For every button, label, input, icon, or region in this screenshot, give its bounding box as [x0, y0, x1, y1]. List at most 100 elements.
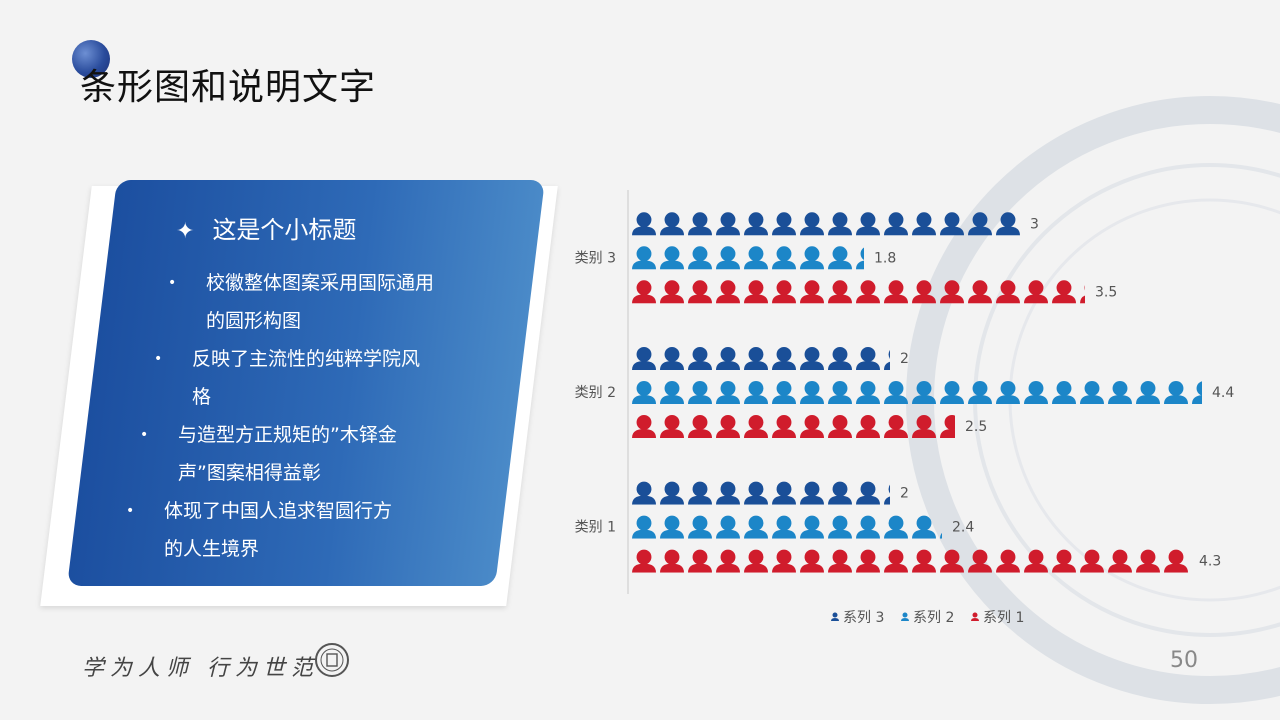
person-icon: [1108, 549, 1132, 573]
person-icon: [856, 212, 880, 236]
person-icon: [632, 212, 656, 236]
category-label: 类别 1: [575, 520, 616, 536]
person-icon: [968, 212, 992, 236]
person-icon: [688, 515, 712, 539]
person-icon: [688, 380, 712, 404]
person-icon: [800, 414, 824, 438]
person-icon: [744, 481, 768, 505]
person-icon: [660, 414, 684, 438]
person-icon: [716, 481, 740, 505]
person-icon: [856, 481, 880, 505]
person-icon: [716, 346, 740, 370]
legend-entry: 系列 1: [983, 610, 1024, 626]
person-icon: [856, 280, 880, 304]
bullet-line: 的人生境界: [164, 538, 260, 560]
person-icon: [940, 414, 955, 438]
person-icon: [660, 515, 684, 539]
person-icon: [856, 380, 880, 404]
person-icon: [772, 481, 796, 505]
person-icon: [660, 346, 684, 370]
person-icon: [744, 212, 768, 236]
person-icon: [912, 280, 936, 304]
person-icon: [632, 549, 656, 573]
footer-motto: 学为人师 行为世范: [82, 656, 319, 681]
data-label: 2: [900, 351, 909, 367]
person-icon: [632, 280, 656, 304]
bullet-line: 格: [192, 386, 212, 408]
person-icon: [940, 280, 964, 304]
person-icon: [744, 380, 768, 404]
person-icon: [772, 414, 796, 438]
person-icon: [744, 515, 768, 539]
person-icon: [688, 246, 712, 270]
person-icon: [716, 414, 740, 438]
person-icon: [632, 380, 656, 404]
person-icon: [772, 280, 796, 304]
data-label: 4.3: [1199, 554, 1221, 570]
person-icon: [1052, 380, 1076, 404]
data-bar: [632, 212, 1020, 236]
legend-person-icon: [831, 612, 839, 621]
person-icon: [912, 482, 936, 505]
person-icon: [996, 549, 1020, 573]
data-label: 2: [900, 486, 909, 502]
person-icon: [1052, 549, 1076, 573]
data-label: 4.4: [1212, 385, 1234, 401]
bullet-line: 的圆形构图: [206, 310, 302, 332]
panel-subtitle-text: 这是个小标题: [212, 216, 357, 244]
person-icon: [940, 212, 964, 236]
person-icon: [744, 414, 768, 438]
data-bar: [632, 549, 1188, 573]
person-icon: [660, 380, 684, 404]
person-icon: [996, 280, 1020, 304]
person-icon: [632, 346, 656, 370]
person-icon: [884, 414, 908, 438]
person-icon: [940, 549, 964, 573]
title-decoration-dot: [72, 40, 110, 78]
person-icon: [800, 481, 824, 505]
data-bar: [632, 346, 936, 370]
bullet-item: • 反映了主流性的纯粹学院风 格: [154, 340, 420, 416]
person-icon: [828, 414, 852, 438]
person-icon: [1052, 280, 1076, 304]
person-icon: [632, 515, 656, 539]
bullet-item: • 校徽整体图案采用国际通用 的圆形构图: [168, 264, 434, 340]
person-icon: [884, 515, 908, 539]
person-icon: [688, 280, 712, 304]
person-icon: [688, 212, 712, 236]
person-icon: [716, 246, 740, 270]
person-icon: [912, 414, 936, 438]
bullet-line: 声”图案相得益彰: [178, 462, 321, 484]
person-icon: [828, 280, 852, 304]
person-icon: [1136, 380, 1160, 404]
person-icon: [716, 280, 740, 304]
person-icon: [744, 246, 768, 270]
person-icon: [800, 280, 824, 304]
person-icon: [1164, 549, 1188, 573]
bullet-item: • 体现了中国人追求智圆行方 的人生境界: [126, 492, 392, 568]
legend-entry: 系列 3: [843, 610, 884, 626]
person-icon: [800, 549, 824, 573]
person-icon: [912, 347, 936, 370]
person-icon: [996, 212, 1020, 236]
person-icon: [828, 515, 852, 539]
person-icon: [660, 212, 684, 236]
person-icon: [856, 515, 880, 539]
university-seal-icon: [315, 643, 349, 677]
person-icon: [996, 380, 1020, 404]
person-icon: [716, 212, 740, 236]
person-icon: [884, 380, 908, 404]
bullet-dot-icon: •: [154, 351, 163, 367]
person-icon: [800, 346, 824, 370]
person-icon: [884, 549, 908, 573]
sparkle-icon: ✦: [176, 219, 195, 244]
data-bar: [632, 380, 1202, 404]
person-icon: [688, 414, 712, 438]
person-icon: [828, 549, 852, 573]
person-icon: [1024, 380, 1048, 404]
person-icon: [632, 414, 656, 438]
person-icon: [828, 481, 852, 505]
bullet-dot-icon: •: [140, 427, 149, 443]
